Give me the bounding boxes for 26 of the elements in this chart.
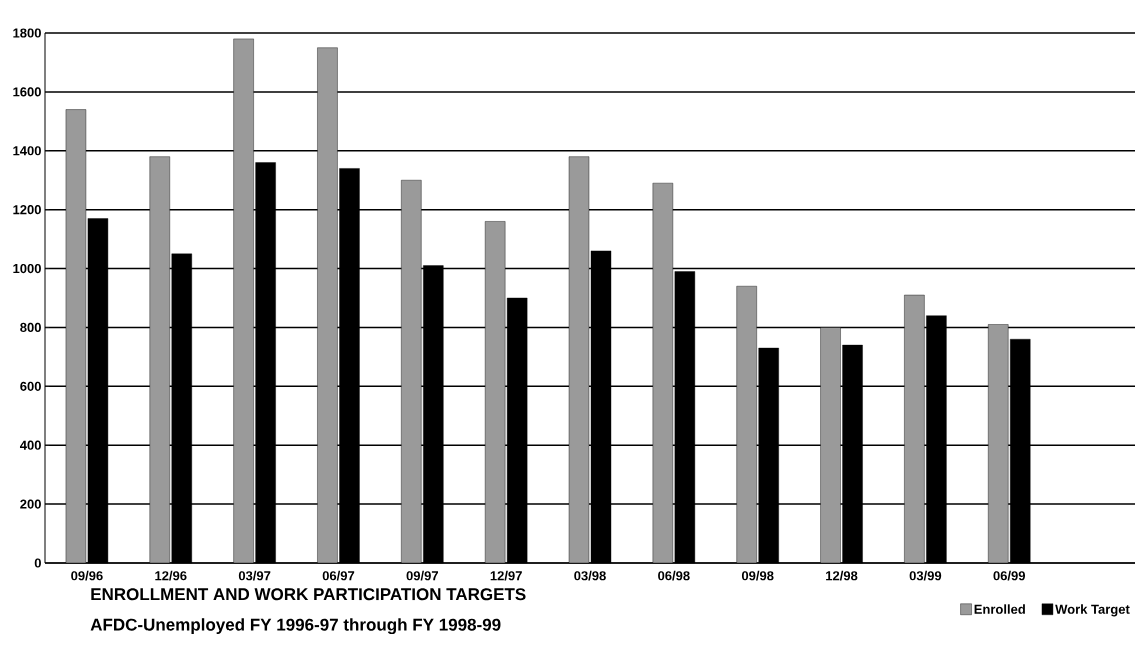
x-tick-label: 03/99	[909, 570, 942, 581]
y-tick-label: 1400	[13, 146, 41, 156]
text: ENROLLMENT AND WORK PARTICIPATION TARGETS	[91, 588, 526, 601]
x-tick-label: 03/97	[238, 570, 271, 581]
y-tick-label: 0	[34, 558, 41, 568]
x-tick-label: 09/98	[741, 570, 774, 581]
x-tick-label: 06/99	[993, 570, 1026, 581]
y-tick-label: 1000	[13, 263, 41, 274]
x-tick-label: 06/97	[322, 570, 355, 581]
y-tick-label: 1600	[13, 87, 41, 97]
y-tick-label: 1200	[13, 205, 41, 215]
y-tick-label: 400	[19, 440, 41, 450]
y-tick-label: 800	[20, 322, 41, 333]
y-tick-label: 200	[20, 499, 41, 509]
y-tick-label: 600	[20, 381, 41, 391]
x-tick-label: 06/98	[658, 570, 690, 581]
text: AFDC-Unemployed FY 1996-97 through FY 1998-99	[90, 618, 501, 635]
x-tick-label: 12/98	[826, 570, 858, 581]
x-tick-label: 12/96	[155, 570, 187, 581]
legend-label: Enrolled	[974, 604, 1025, 614]
y-tick-label: 1800	[13, 28, 41, 38]
x-tick-label: 12/97	[490, 570, 522, 581]
x-tick-label: 03/98	[574, 570, 606, 581]
x-tick-label: 09/97	[406, 570, 439, 581]
legend-label: Work Target	[1055, 604, 1130, 617]
x-tick-label: 09/96	[71, 570, 103, 581]
